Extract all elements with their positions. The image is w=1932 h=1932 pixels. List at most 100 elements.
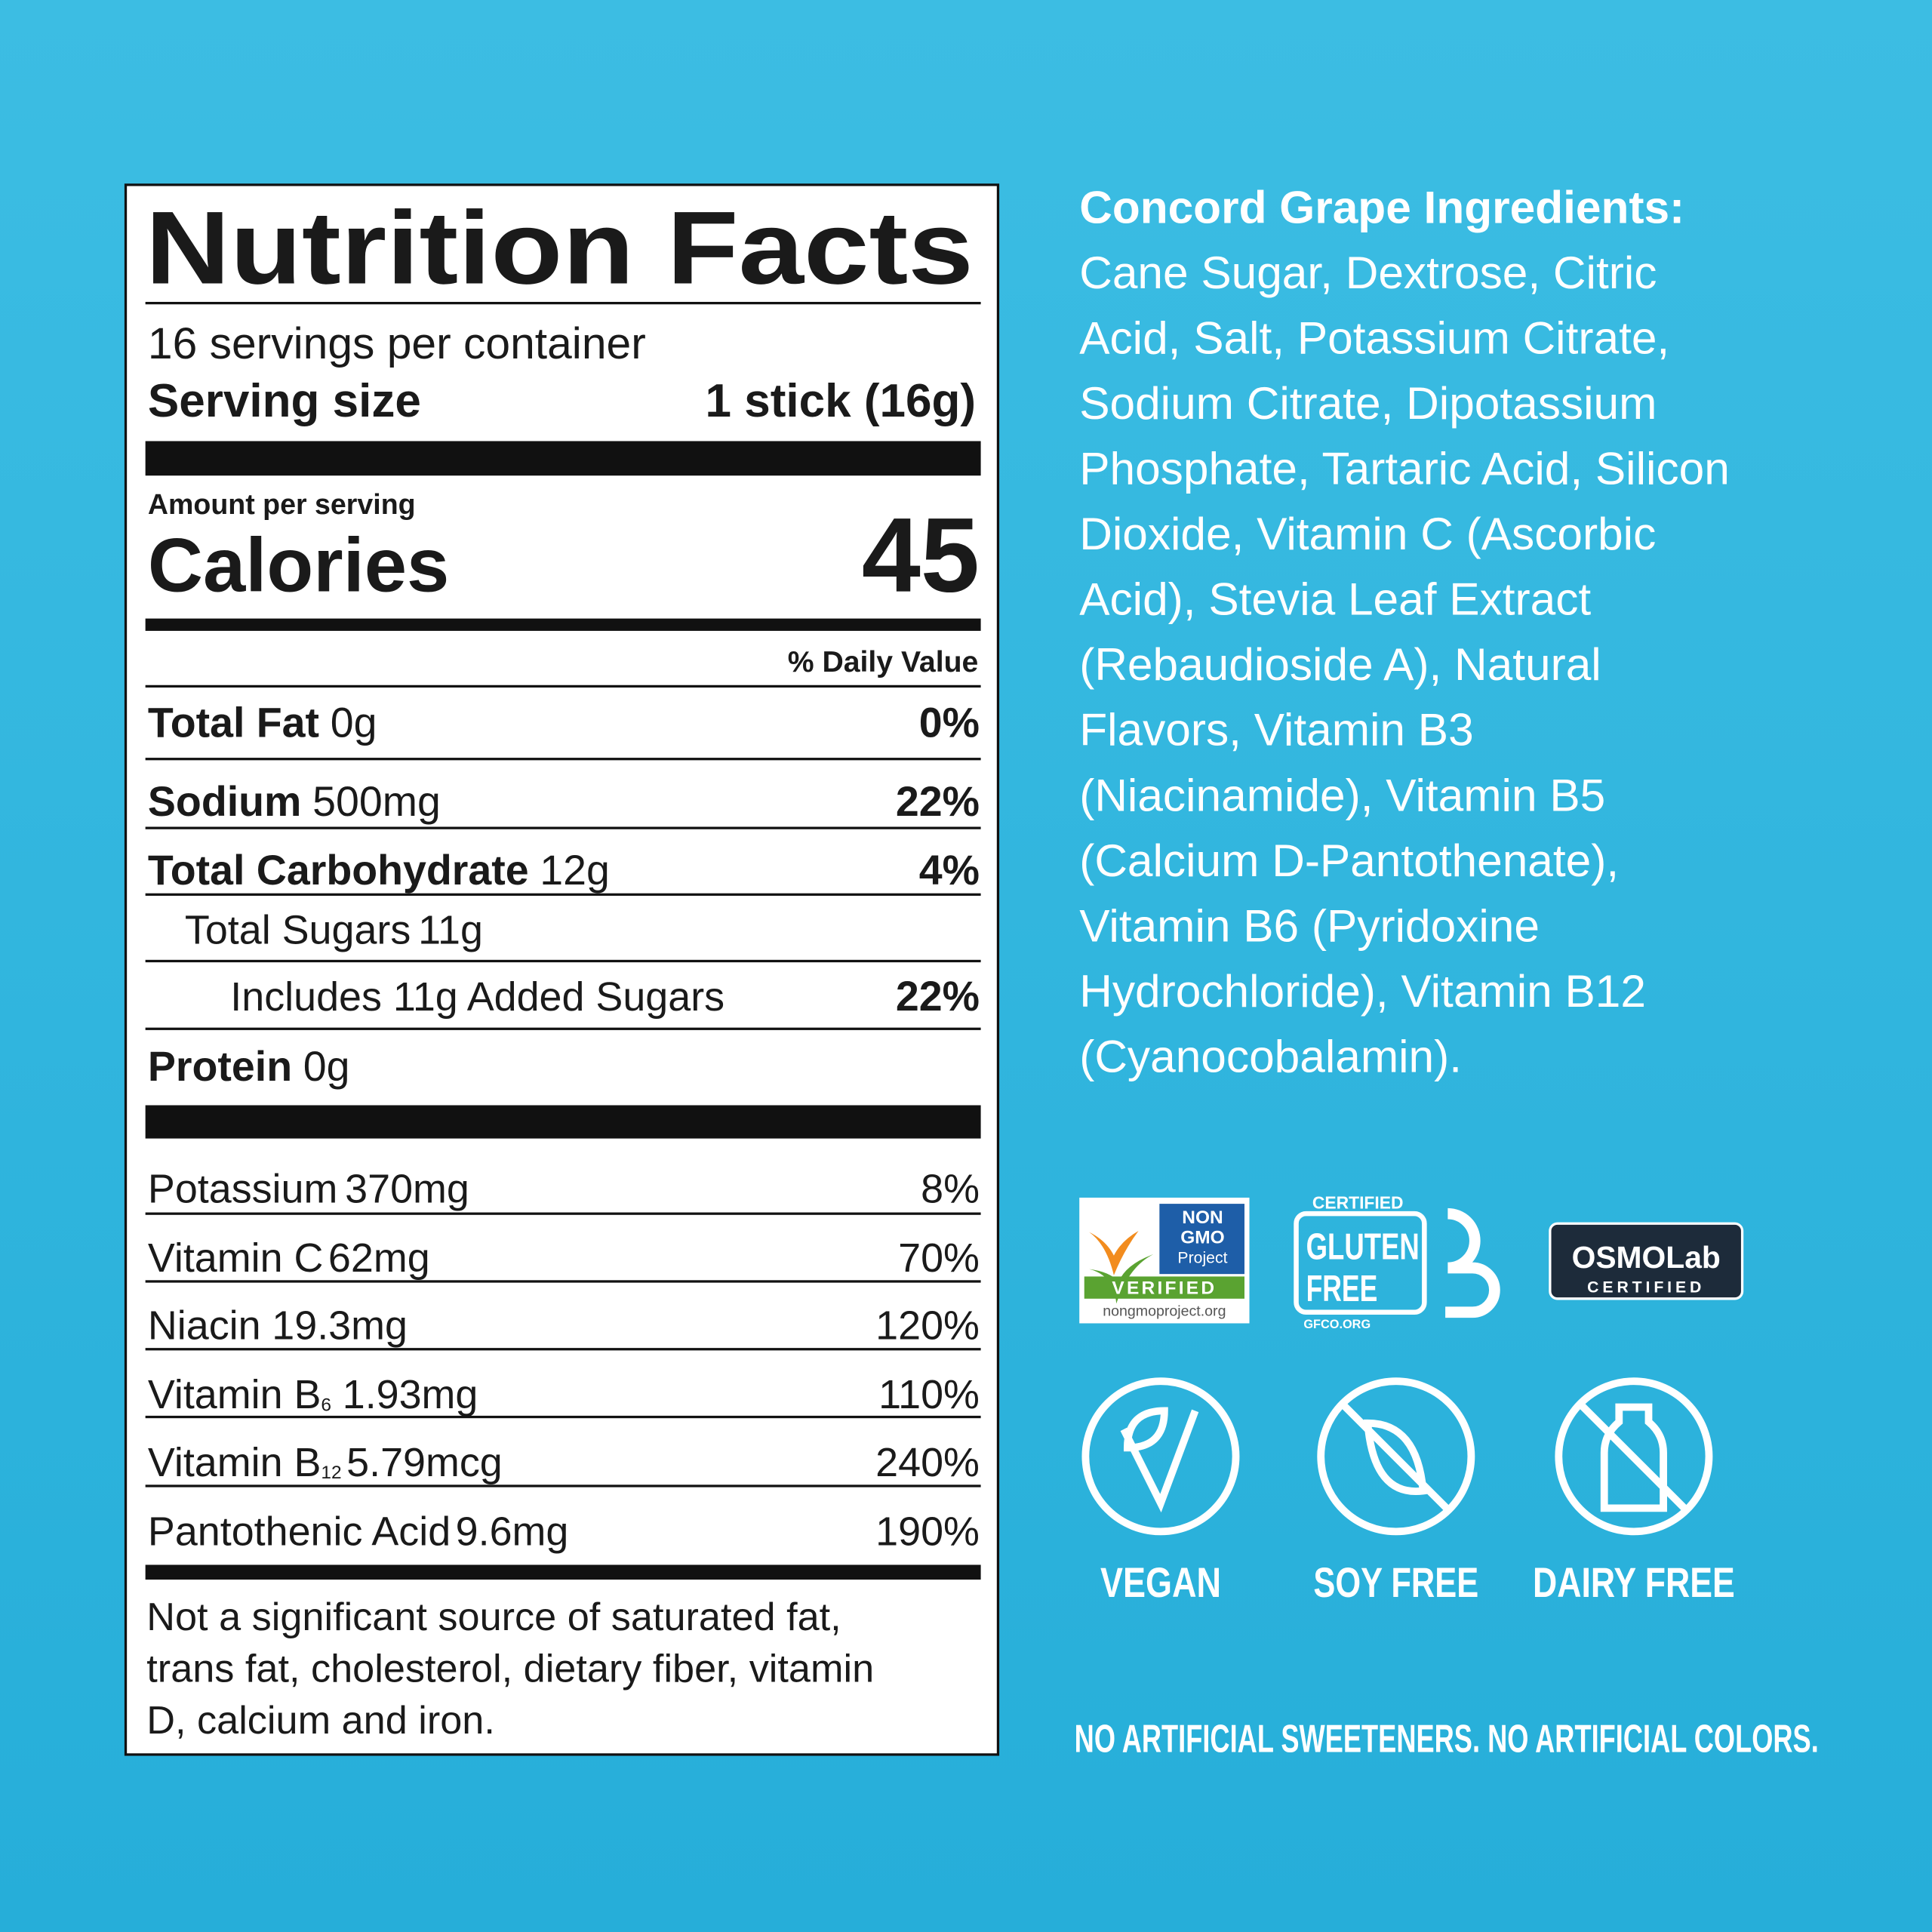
- gf-symbol: [1445, 1208, 1500, 1318]
- vitamin-row: Vitamin B12 5.79mcg: [148, 1440, 503, 1485]
- ingredients-line: Hydrochloride), Vitamin B12: [1079, 965, 1646, 1017]
- nutrient-row: Sodium 500mg: [148, 778, 441, 825]
- tagline: NO ARTIFICIAL SWEETENERS. NO ARTIFICIAL …: [1075, 1718, 1819, 1761]
- osmolab-badge: [1549, 1222, 1744, 1300]
- rule: [145, 1415, 981, 1419]
- attribute-label: VEGAN: [1100, 1559, 1221, 1606]
- vitamin-dv: 120%: [875, 1303, 980, 1349]
- rule: [145, 758, 981, 761]
- rule: [145, 1280, 981, 1283]
- non-gmo-text: GMO: [1180, 1227, 1224, 1247]
- vitamin-name: Vitamin B: [148, 1440, 321, 1485]
- vitamin-name: Pantothenic Acid: [148, 1509, 451, 1554]
- nutrient-name: Includes 11g Added Sugars: [230, 974, 724, 1020]
- nutrient-row: Total Fat 0g: [148, 699, 377, 746]
- ingredients-line: Dioxide, Vitamin C (Ascorbic: [1079, 508, 1656, 559]
- ingredients-line: Flavors, Vitamin B3: [1079, 704, 1473, 755]
- footnote-line: Not a significant source of saturated fa…: [146, 1595, 841, 1639]
- osmolab-name: OSMOLab: [1572, 1240, 1721, 1275]
- serving-size-label: Serving size: [148, 375, 421, 427]
- vitamin-dv: 110%: [878, 1372, 980, 1417]
- nutrient-amount: 0g: [331, 699, 377, 746]
- vitamin-subscript: 12: [321, 1463, 341, 1483]
- vitamin-dv: 240%: [875, 1440, 980, 1485]
- vitamin-row: Niacin 19.3mg: [148, 1303, 408, 1349]
- vitamin-amount: 370mg: [345, 1166, 469, 1211]
- nutrient-name: Total Carbohydrate: [148, 847, 529, 894]
- nutrient-amount: 500mg: [312, 778, 441, 825]
- daily-value-header: % Daily Value: [788, 646, 979, 678]
- rule: [145, 959, 981, 963]
- rule: [145, 302, 981, 305]
- vitamin-row: Potassium 370mg: [148, 1166, 469, 1211]
- dairy-icon: [1578, 1401, 1690, 1514]
- gf-frame: [1294, 1211, 1427, 1315]
- nutrient-amount: 11g: [418, 908, 483, 953]
- non-gmo-text: NON: [1182, 1208, 1223, 1228]
- vitamin-amount: 1.93mg: [343, 1372, 478, 1417]
- thick-rule: [145, 441, 981, 476]
- vitamin-dv: 70%: [898, 1235, 980, 1281]
- rule: [145, 893, 981, 896]
- ingredients-line: Vitamin B6 (Pyridoxine: [1079, 900, 1540, 951]
- attribute-label: DAIRY FREE: [1533, 1559, 1735, 1606]
- vitamin-amount: 5.79mcg: [346, 1440, 503, 1485]
- rule: [145, 1027, 981, 1030]
- ingredients: Concord Grape Ingredients: Cane Sugar, D…: [1079, 182, 1730, 1082]
- gf-text: GLUTEN: [1306, 1227, 1420, 1268]
- vitamin-row: Vitamin C 62mg: [148, 1235, 430, 1281]
- attribute-label: SOY FREE: [1313, 1559, 1478, 1606]
- verified-text: VERIFIED: [1112, 1278, 1217, 1298]
- ingredients-line: Acid), Stevia Leaf Extract: [1079, 574, 1591, 625]
- nutrient-row: Protein 0g: [148, 1043, 350, 1090]
- gf-text: FREE: [1306, 1269, 1378, 1309]
- non-gmo-text: Project: [1177, 1249, 1227, 1266]
- nutrient-name: Total Fat: [148, 699, 319, 746]
- ingredients-line: Sodium Citrate, Dipotassium: [1079, 377, 1657, 429]
- nutrient-dv: 4%: [919, 847, 980, 894]
- certifications: NON GMO Project VERIFIED nongmoproject.o…: [1079, 1193, 1744, 1331]
- calories-value: 45: [862, 496, 980, 614]
- rule: [145, 1484, 981, 1487]
- ingredients-line: Acid, Salt, Potassium Citrate,: [1079, 312, 1669, 364]
- butterfly-icon: [1089, 1231, 1139, 1275]
- soy-icon: [1340, 1401, 1452, 1514]
- gf-certified: CERTIFIED: [1312, 1193, 1404, 1213]
- ingredients-line: (Calcium D-Pantothenate),: [1079, 835, 1619, 886]
- footnote-line: D, calcium and iron.: [146, 1699, 495, 1743]
- ingredients-line: (Cyanocobalamin).: [1079, 1030, 1462, 1081]
- attribute-icons: [1081, 1377, 1713, 1536]
- nutrient-amount: 0g: [303, 1043, 350, 1090]
- medium-rule: [145, 1564, 981, 1580]
- vitamin-dv: 190%: [875, 1509, 980, 1554]
- ingredients-line: (Niacinamide), Vitamin B5: [1079, 769, 1605, 820]
- footnote-line: trans fat, cholesterol, dietary fiber, v…: [146, 1647, 874, 1691]
- nutrient-name: Sodium: [148, 778, 302, 825]
- non-gmo-panel: [1159, 1204, 1244, 1275]
- ingredients-title: Concord Grape Ingredients:: [1079, 182, 1684, 233]
- nutrient-name: Protein: [148, 1043, 292, 1090]
- vitamin-row: Vitamin B6 1.93mg: [148, 1372, 478, 1417]
- amount-per-serving: Amount per serving: [148, 488, 416, 520]
- ingredients-line: (Rebaudioside A), Natural: [1079, 638, 1601, 690]
- osmolab-sub: CERTIFIED: [1587, 1279, 1705, 1297]
- gf-url: GFCO.ORG: [1303, 1318, 1371, 1331]
- ingredients-line: Cane Sugar, Dextrose, Citric: [1079, 247, 1657, 298]
- rule: [145, 826, 981, 829]
- nutrient-amount: 12g: [540, 847, 610, 894]
- medium-rule: [145, 618, 981, 631]
- servings: 16 servings per container: [148, 319, 646, 368]
- vitamin-name: Vitamin B: [148, 1372, 321, 1417]
- nutrition-label: Nutrition Facts 16 servings per containe…: [124, 183, 1000, 1756]
- thick-rule: [145, 1105, 981, 1139]
- nutrient-dv: 22%: [896, 778, 980, 825]
- vitamin-name: Niacin: [148, 1303, 261, 1349]
- nutrient-dv: 0%: [919, 699, 980, 746]
- rule: [145, 1212, 981, 1215]
- nutrient-row: Total Carbohydrate 12g: [148, 847, 610, 894]
- vitamin-amount: 9.6mg: [456, 1509, 569, 1554]
- vegan-circle: [1081, 1377, 1240, 1536]
- vegan-icon: [1120, 1407, 1199, 1513]
